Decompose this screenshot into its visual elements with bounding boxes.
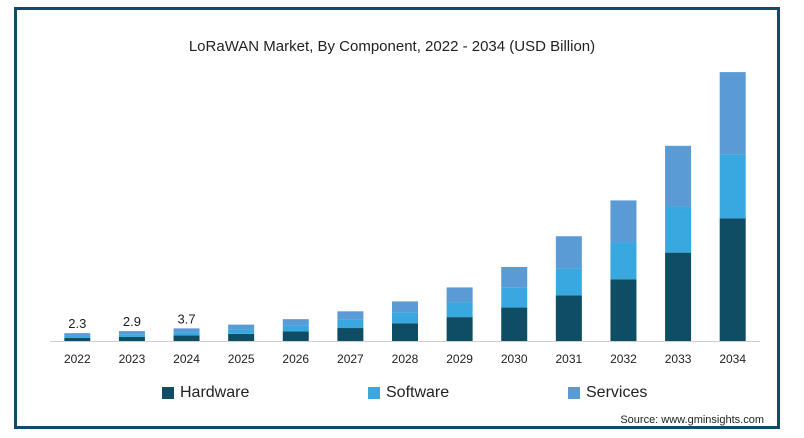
bar-software-2023 <box>118 334 145 337</box>
bar-hardware-2031 <box>555 295 582 341</box>
x-tick-label: 2026 <box>282 352 309 366</box>
bar-hardware-2030 <box>501 307 528 341</box>
bar-services-2023 <box>118 331 145 335</box>
bar-hardware-2027 <box>337 328 364 341</box>
bar-services-2024 <box>173 328 200 333</box>
chart-title: LoRaWAN Market, By Component, 2022 - 203… <box>188 38 596 55</box>
bar-services-2026 <box>282 319 309 326</box>
bar-hardware-2028 <box>392 323 418 341</box>
bar-hardware-2023 <box>118 336 145 341</box>
x-tick-label: 2024 <box>173 352 200 366</box>
bar-services-2031 <box>555 236 582 269</box>
x-tick-label: 2032 <box>610 352 637 366</box>
bar-software-2029 <box>446 302 473 318</box>
bar-hardware-2034 <box>719 218 746 341</box>
bar-software-2031 <box>555 268 582 296</box>
data-label: 3.7 <box>177 311 195 326</box>
legend-item-hardware: Hardware <box>162 384 249 402</box>
bar-software-2034 <box>719 154 746 219</box>
bar-software-2024 <box>173 332 200 336</box>
bar-software-2026 <box>282 325 309 332</box>
legend-swatch-software <box>368 387 380 399</box>
x-tick-label: 2022 <box>64 352 91 366</box>
bar-hardware-2022 <box>64 337 91 341</box>
x-tick-label: 2031 <box>555 352 582 366</box>
bar-services-2027 <box>337 311 364 320</box>
source-note: Source: www.gminsights.com <box>620 414 764 426</box>
bar-services-2022 <box>64 333 91 336</box>
bar-software-2030 <box>501 287 528 308</box>
bar-software-2025 <box>228 329 255 334</box>
bar-software-2032 <box>610 242 637 280</box>
bar-hardware-2032 <box>610 279 637 341</box>
bar-services-2032 <box>610 200 637 243</box>
x-tick-label: 2030 <box>501 352 528 366</box>
bar-software-2022 <box>64 335 91 338</box>
bar-services-2029 <box>446 287 473 303</box>
bar-services-2025 <box>228 324 255 330</box>
x-tick-label: 2027 <box>337 352 364 366</box>
x-tick-label: 2033 <box>665 352 692 366</box>
bar-hardware-2033 <box>665 252 692 341</box>
x-tick-label: 2023 <box>119 352 146 366</box>
data-label: 2.9 <box>123 314 141 329</box>
bar-hardware-2025 <box>228 333 255 341</box>
chart-frame <box>14 7 780 429</box>
legend: Hardware Software Services <box>0 384 804 406</box>
bar-hardware-2029 <box>446 317 473 341</box>
legend-label-hardware: Hardware <box>180 384 250 401</box>
x-tick-label: 2028 <box>392 352 419 366</box>
bar-hardware-2026 <box>282 331 309 341</box>
bar-hardware-2024 <box>173 335 200 341</box>
bar-services-2033 <box>665 145 692 207</box>
x-tick-label: 2034 <box>719 352 746 366</box>
legend-swatch-hardware <box>162 387 174 399</box>
data-label: 2.3 <box>68 316 86 331</box>
bar-services-2030 <box>501 266 528 288</box>
legend-item-software: Software <box>368 384 449 402</box>
bar-services-2034 <box>719 72 746 155</box>
legend-item-services: Services <box>568 384 647 402</box>
x-tick-label: 2025 <box>228 352 255 366</box>
bar-software-2033 <box>665 206 692 253</box>
x-tick-label: 2029 <box>446 352 473 366</box>
legend-label-services: Services <box>586 384 648 401</box>
bar-services-2028 <box>392 301 418 313</box>
legend-label-software: Software <box>386 384 450 401</box>
legend-swatch-services <box>568 387 580 399</box>
bar-software-2028 <box>392 312 418 324</box>
bar-software-2027 <box>337 319 364 329</box>
